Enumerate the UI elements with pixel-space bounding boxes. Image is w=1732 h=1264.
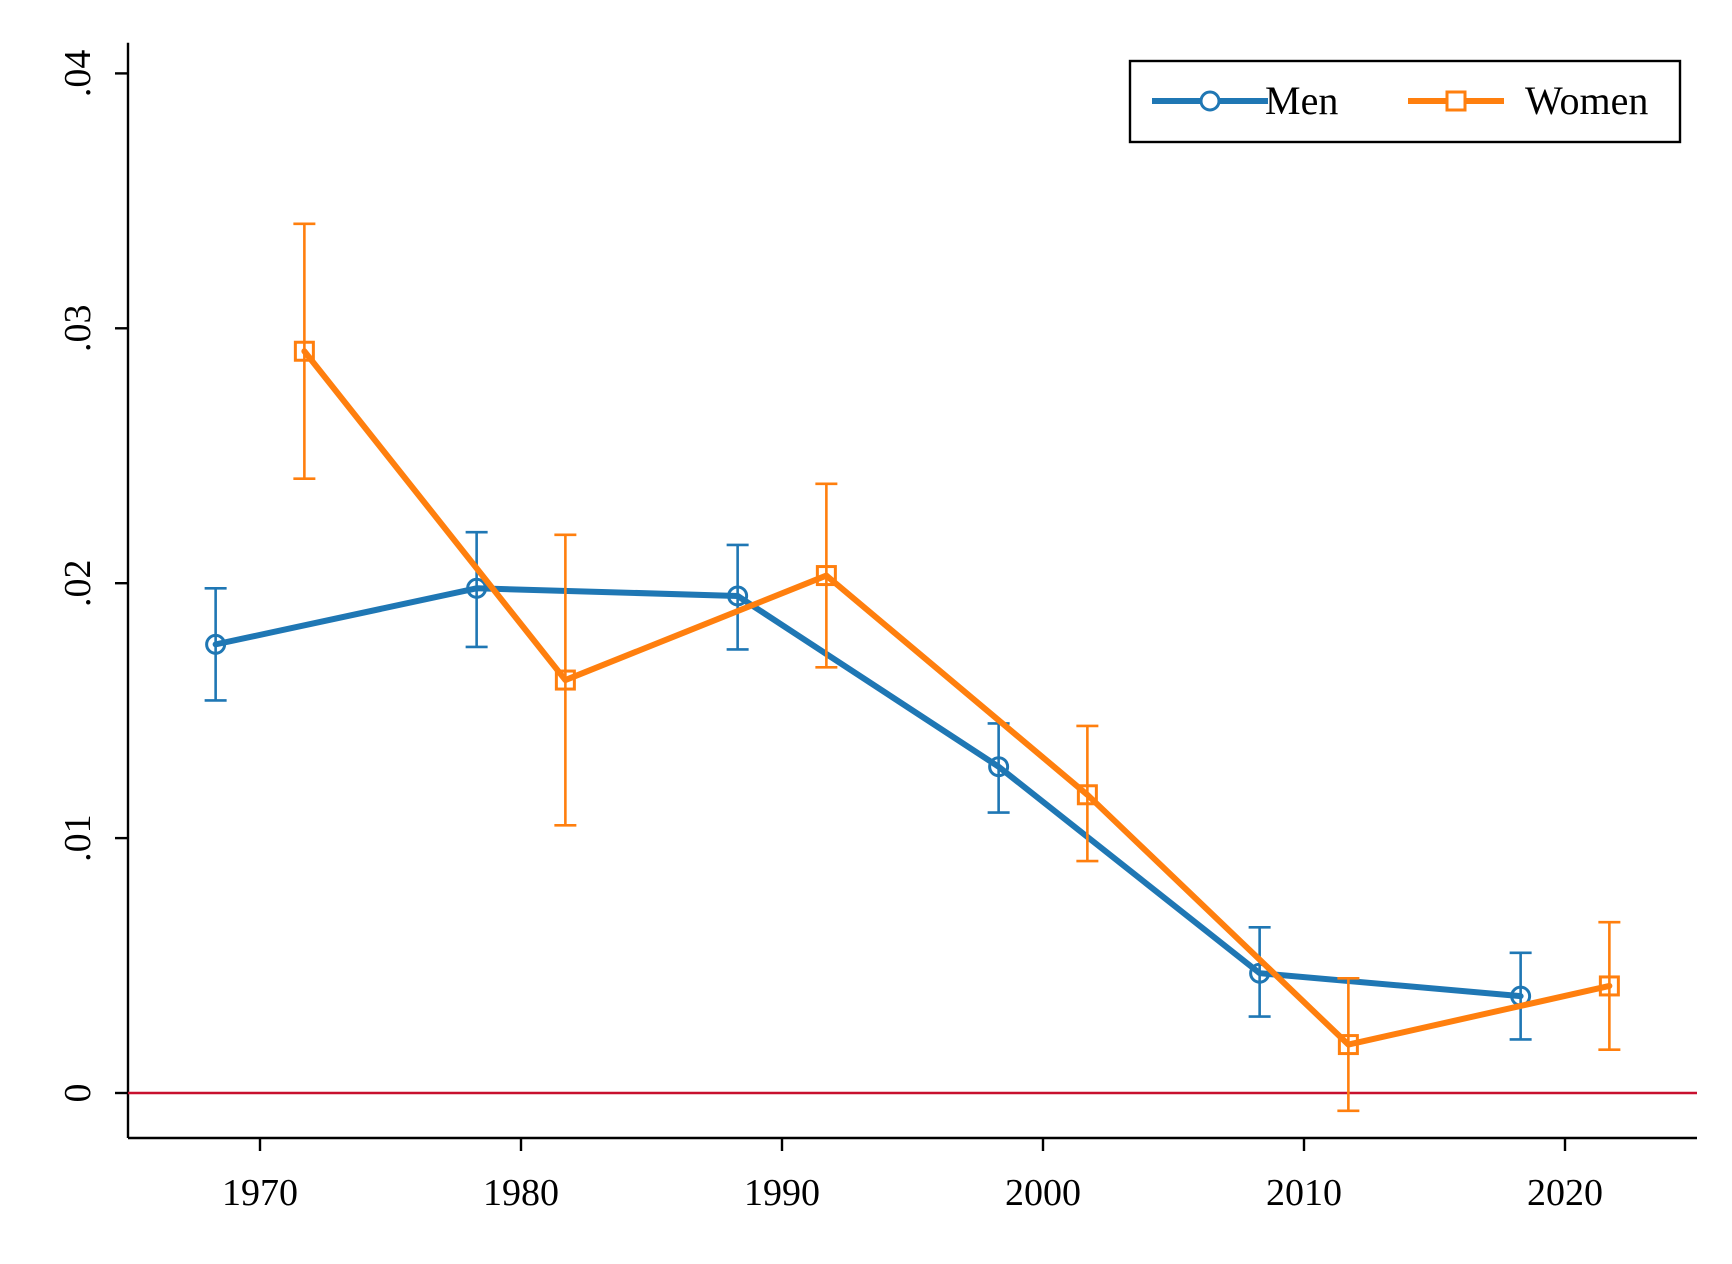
women-data-point	[1076, 784, 1098, 806]
x-tick-label: 2000	[1005, 1172, 1081, 1214]
y-tick-label: .02	[57, 559, 99, 607]
axes: 0 .01 .02 .03 .04 1970 1980 1990 2000 2010 2020	[57, 42, 1697, 1214]
y-tick-label: 0	[57, 1084, 99, 1103]
women-series-line	[301, 348, 1613, 1048]
men-data-point	[1249, 962, 1271, 984]
legend-item-men: Men	[1152, 78, 1338, 123]
women-data-point	[1598, 975, 1620, 997]
series-women	[293, 222, 1621, 1113]
women-data-point	[815, 565, 837, 587]
men-data-point	[727, 585, 749, 607]
y-tick-label: .03	[57, 305, 99, 353]
y-tick-label: .04	[57, 50, 99, 98]
y-tick-label: .01	[57, 814, 99, 862]
series-men	[204, 530, 1532, 1041]
x-tick-label: 1990	[744, 1172, 820, 1214]
legend: Men Women	[1128, 59, 1682, 144]
men-data-point	[988, 756, 1010, 778]
women-data-point	[293, 340, 315, 362]
legend-women-label: Women	[1525, 78, 1648, 123]
legend-men-marker	[1199, 90, 1221, 112]
x-tick-label: 2010	[1266, 1172, 1342, 1214]
legend-item-women: Women	[1408, 78, 1648, 123]
series-group	[204, 222, 1621, 1113]
women-data-point	[554, 669, 576, 691]
legend-women-marker	[1445, 90, 1467, 112]
x-tick-label: 1970	[222, 1172, 298, 1214]
men-data-point	[205, 633, 227, 655]
men-series-line	[212, 585, 1524, 1000]
x-tick-label: 2020	[1527, 1172, 1603, 1214]
x-tick-label: 1980	[483, 1172, 559, 1214]
men-data-point	[466, 577, 488, 599]
legend-men-label: Men	[1265, 78, 1338, 123]
women-data-point	[1337, 1034, 1359, 1056]
